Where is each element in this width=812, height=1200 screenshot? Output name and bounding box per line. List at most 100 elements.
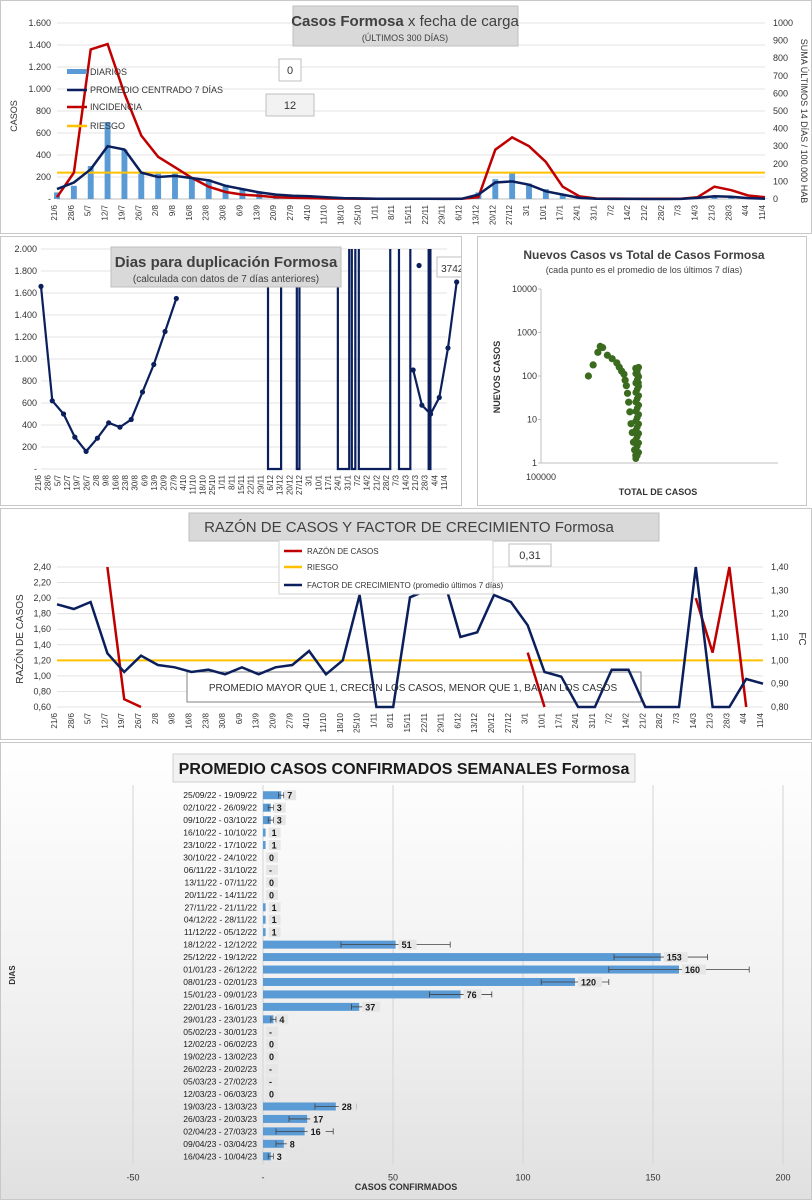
category-label: 01/01/23 - 26/12/22 — [183, 965, 257, 975]
duplicacion-spike — [295, 249, 301, 471]
x-tick-label: 7/3 — [392, 474, 401, 486]
duplicacion-point — [416, 262, 422, 269]
diarios-bar — [155, 173, 162, 199]
scatter-point — [623, 389, 632, 397]
duplicacion-point — [410, 367, 416, 373]
x-tick-label: 20/9 — [269, 204, 278, 220]
value-label: 0 — [269, 878, 274, 888]
x-tick-label: 13/12 — [471, 204, 480, 225]
value-label-bg — [338, 1101, 357, 1112]
value-label-bg — [266, 889, 278, 900]
x-tick-label: 5/7 — [84, 204, 93, 216]
value-label-bg — [276, 1014, 289, 1025]
value-label-bg — [268, 914, 281, 925]
y-axis-label: CASOS — [9, 100, 19, 132]
title-box — [292, 5, 519, 47]
value-label-bg — [463, 989, 482, 1000]
diarios-bar — [104, 122, 111, 199]
x-tick-label: 11/10 — [320, 204, 329, 224]
chart-title: RAZÓN DE CASOS Y FACTOR DE CRECIMIENTO F… — [204, 519, 614, 536]
title-box — [110, 246, 342, 288]
x-tick-label: 4/4 — [741, 204, 750, 216]
x-tick-label: 7/2 — [605, 712, 614, 724]
y2-tick-label: 1,10 — [771, 632, 789, 642]
x-tick-label: 30/8 — [131, 474, 140, 490]
value-label-bg — [266, 1089, 278, 1100]
scatter-point — [599, 343, 607, 352]
value-label-bg — [286, 1138, 299, 1149]
duplicacion-point — [162, 328, 168, 335]
x-tick-label: 17/1 — [554, 712, 563, 728]
x-tick-label: 3/1 — [305, 474, 314, 486]
x-tick-label: 13/12 — [276, 474, 285, 495]
category-label: 20/11/22 - 14/11/22 — [185, 890, 258, 900]
category-label: 18/12/22 - 12/12/22 — [183, 940, 257, 950]
x-tick-label: 27/12 — [295, 474, 304, 495]
value-label: 4 — [279, 1015, 284, 1025]
y-tick-label: 0,80 — [33, 686, 51, 696]
value-label-bg — [284, 790, 297, 801]
semanal-bar — [263, 965, 679, 974]
scatter-point — [635, 363, 643, 371]
x-tick-label: 18/10 — [336, 712, 345, 733]
x-tick-label: 10/1 — [539, 204, 548, 220]
value-label-bg — [273, 802, 286, 813]
y-axis-label: RAZÓN DE CASOS — [13, 594, 26, 684]
x-tick-label: 6/12 — [453, 712, 462, 728]
x-tick-label: 15/11 — [237, 474, 246, 494]
x-tick-label: 4/10 — [302, 712, 311, 728]
x-tick-label: 8/11 — [386, 712, 395, 728]
duplicacion-point — [419, 402, 425, 408]
y-tick-label: - — [48, 194, 51, 204]
semanal-bar — [263, 903, 266, 912]
diarios-bar — [87, 166, 94, 199]
x-tick-label: 50 — [388, 1173, 398, 1183]
value-label-bg — [268, 827, 281, 838]
x-tick-label: 21/2 — [640, 204, 649, 220]
x-tick-label: 20/12 — [285, 474, 294, 495]
x-tick-label: 1/11 — [369, 712, 378, 728]
category-label: 09/10/22 - 03/10/22 — [183, 815, 257, 825]
x-tick-label: 20/12 — [488, 204, 497, 225]
value-label: 0 — [269, 890, 274, 900]
panel-duplicacion: - 200 400 600 800 1.000 1.200 1.400 1.600 1.800 2.… — [0, 236, 462, 506]
y-tick-label: 1,40 — [33, 640, 51, 650]
value-label-bg — [266, 1076, 278, 1087]
category-label: 19/03/23 - 13/03/23 — [183, 1101, 257, 1111]
y-tick-label: 0,60 — [33, 702, 51, 712]
category-label: 15/01/23 - 09/01/23 — [183, 989, 257, 999]
y-tick-label: 2,00 — [33, 593, 51, 603]
chart-title: PROMEDIO CASOS CONFIRMADOS SEMANALES For… — [179, 761, 630, 778]
category-label: 02/04/23 - 27/03/23 — [183, 1126, 257, 1136]
x-tick-label: 29/11 — [438, 204, 447, 224]
x-axis-label: CASOS CONFIRMADOS — [355, 1182, 458, 1192]
semanal-bar — [263, 977, 575, 986]
x-tick-label: 8/11 — [227, 474, 236, 490]
y-tick-label: 600 — [22, 398, 37, 408]
x-tick-label: 16/8 — [184, 712, 193, 728]
value-box-2 — [265, 93, 315, 117]
duplicacion-point — [117, 424, 123, 430]
semanal-bar — [263, 828, 266, 837]
x-tick-label: 19/7 — [73, 474, 82, 490]
x-tick-label: 100 — [515, 1173, 530, 1183]
legend-fc: FACTOR DE CRECIMIENTO (promedio últimos … — [307, 581, 504, 590]
x-tick-label: 6/9 — [235, 712, 244, 724]
y2-tick-label: 0 — [773, 194, 778, 204]
x-tick-label: 26/7 — [134, 712, 143, 728]
x-tick-label: 2/8 — [151, 204, 160, 216]
panel-semanales: 7 3 3 1 1 0-0 0 1 1 1 51 153 160 120 76 37 4-0 0- -0 28 17 16… — [0, 742, 812, 1200]
value-label: 76 — [467, 990, 477, 1000]
x-tick-label: 13/12 — [470, 712, 479, 733]
scatter-chart: 1 10 100 1000 10000 Nuevos Casos vs Total de… — [492, 248, 778, 497]
x-tick-label: 31/1 — [588, 712, 597, 728]
y-tick-label: 200 — [22, 442, 37, 452]
x-tick-label: 16/8 — [185, 204, 194, 220]
x-tick-label: 14/3 — [401, 474, 410, 490]
x-tick-label: 29/11 — [437, 712, 446, 732]
value-label: 51 — [402, 940, 412, 950]
x-tick-label: 21/2 — [638, 712, 647, 728]
diarios-bar — [559, 194, 566, 199]
y2-tick-label: 1,20 — [771, 609, 789, 619]
